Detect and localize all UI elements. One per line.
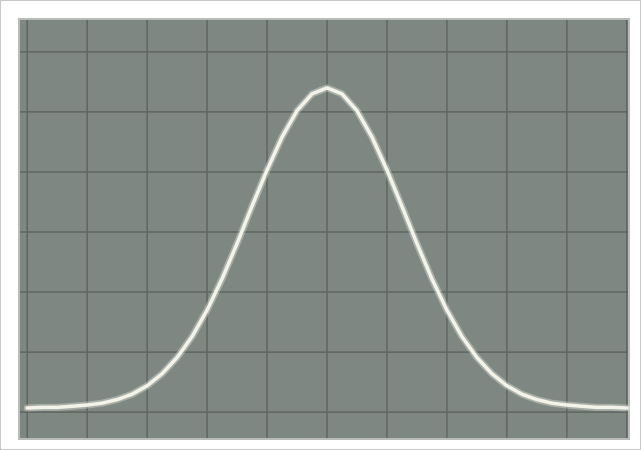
trace bbox=[25, 86, 629, 410]
screen bbox=[18, 18, 630, 440]
